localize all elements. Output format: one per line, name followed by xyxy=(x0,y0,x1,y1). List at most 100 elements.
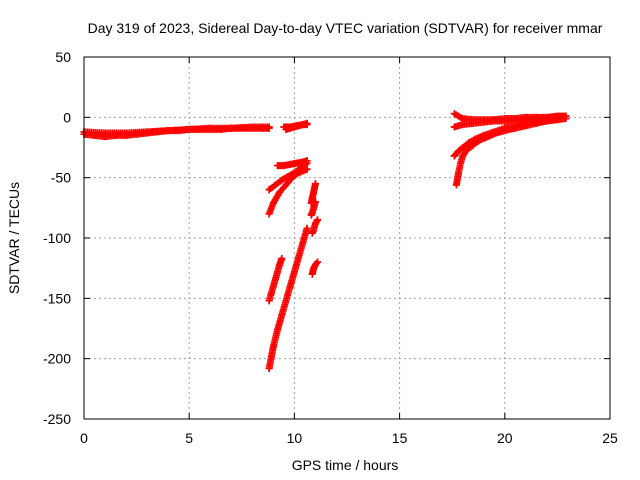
data-point xyxy=(562,115,570,123)
data-point xyxy=(295,169,303,177)
x-tick-label: 0 xyxy=(80,430,88,446)
axis-ticks xyxy=(83,56,611,420)
x-tick-label: 15 xyxy=(392,430,408,446)
data-point xyxy=(311,198,319,206)
y-axis-label: SDTVAR / TECUs xyxy=(6,182,22,294)
x-axis-label: GPS time / hours xyxy=(292,457,399,473)
data-point xyxy=(269,343,277,351)
series-arc-12 xyxy=(265,255,286,305)
data-point xyxy=(459,152,467,160)
data-point xyxy=(265,186,273,194)
data-point xyxy=(484,133,492,141)
data-point xyxy=(309,205,317,213)
data-point xyxy=(286,160,294,168)
data-point xyxy=(450,152,458,160)
data-point xyxy=(522,122,530,130)
x-tick-label: 5 xyxy=(185,430,193,446)
data-point xyxy=(511,116,519,124)
data-point xyxy=(303,159,311,167)
series-arc-7 xyxy=(265,165,311,218)
data-point xyxy=(311,220,319,228)
data-point xyxy=(303,165,311,173)
data-point xyxy=(286,282,294,290)
data-point xyxy=(308,270,316,278)
data-point xyxy=(501,127,509,135)
data-point xyxy=(310,201,318,209)
chart-title: Day 319 of 2023, Sidereal Day-to-day VTE… xyxy=(88,20,603,36)
data-point xyxy=(501,117,509,125)
data-point xyxy=(314,216,322,224)
data-point xyxy=(310,223,318,231)
data-point xyxy=(307,211,315,219)
data-point xyxy=(303,224,311,232)
y-tick-label: -100 xyxy=(43,230,71,246)
data-point xyxy=(290,268,298,276)
data-point xyxy=(278,176,286,184)
data-point xyxy=(532,119,540,127)
data-point xyxy=(469,119,477,127)
y-tick-label: 50 xyxy=(55,49,71,65)
data-point xyxy=(455,147,463,155)
data-point xyxy=(276,261,284,269)
series-arc-13 xyxy=(265,224,311,372)
y-tick-label: -50 xyxy=(51,170,71,186)
data-point xyxy=(282,297,290,305)
data-point xyxy=(455,169,463,177)
y-tick-label: -150 xyxy=(43,290,71,306)
data-point xyxy=(308,194,316,202)
data-point xyxy=(248,123,256,131)
series-arc-6 xyxy=(265,159,311,194)
data-point xyxy=(459,115,467,123)
y-tick-label: 0 xyxy=(63,109,71,125)
data-point xyxy=(274,268,282,276)
data-series xyxy=(80,110,570,372)
data-point xyxy=(476,136,484,144)
data-point xyxy=(492,129,500,137)
data-point xyxy=(271,275,279,283)
data-point xyxy=(450,110,458,118)
x-tick-label: 10 xyxy=(287,430,303,446)
data-point xyxy=(101,129,109,137)
data-point xyxy=(269,282,277,290)
data-point xyxy=(310,185,318,193)
series-arc-9 xyxy=(307,198,319,219)
data-point xyxy=(206,124,214,132)
data-point xyxy=(267,290,275,298)
data-point xyxy=(278,255,286,263)
data-point xyxy=(282,181,290,189)
x-tick-labels: 0 5 10 15 20 25 xyxy=(80,430,618,446)
series-arc-17 xyxy=(452,115,561,189)
data-point xyxy=(280,123,288,131)
data-point xyxy=(452,181,460,189)
y-tick-label: -200 xyxy=(43,351,71,367)
data-point xyxy=(303,121,311,129)
data-point xyxy=(465,139,473,147)
data-point xyxy=(463,146,471,154)
data-point xyxy=(274,162,282,170)
series-arc-8 xyxy=(307,180,319,207)
x-tick-label: 20 xyxy=(497,430,513,446)
data-point xyxy=(269,199,277,207)
data-point xyxy=(185,125,193,133)
data-point xyxy=(288,174,296,182)
data-point xyxy=(122,129,130,137)
data-point xyxy=(450,123,458,131)
y-tick-labels: 50 0 -50 -100 -150 -200 -250 xyxy=(43,49,71,427)
data-point xyxy=(274,326,282,334)
data-point xyxy=(265,123,273,131)
data-point xyxy=(293,159,301,167)
series-arc-10 xyxy=(308,216,322,237)
data-point xyxy=(309,189,317,197)
x-tick-label: 25 xyxy=(602,430,618,446)
data-point xyxy=(457,159,465,167)
series-arc-4 xyxy=(280,121,311,131)
data-point xyxy=(553,115,561,123)
data-point xyxy=(286,123,294,131)
data-point xyxy=(271,181,279,189)
data-point xyxy=(309,265,317,273)
data-point xyxy=(459,121,467,129)
data-point xyxy=(469,141,477,149)
data-point xyxy=(490,117,498,125)
series-arc-11 xyxy=(308,258,322,278)
y-tick-label: -250 xyxy=(43,411,71,427)
